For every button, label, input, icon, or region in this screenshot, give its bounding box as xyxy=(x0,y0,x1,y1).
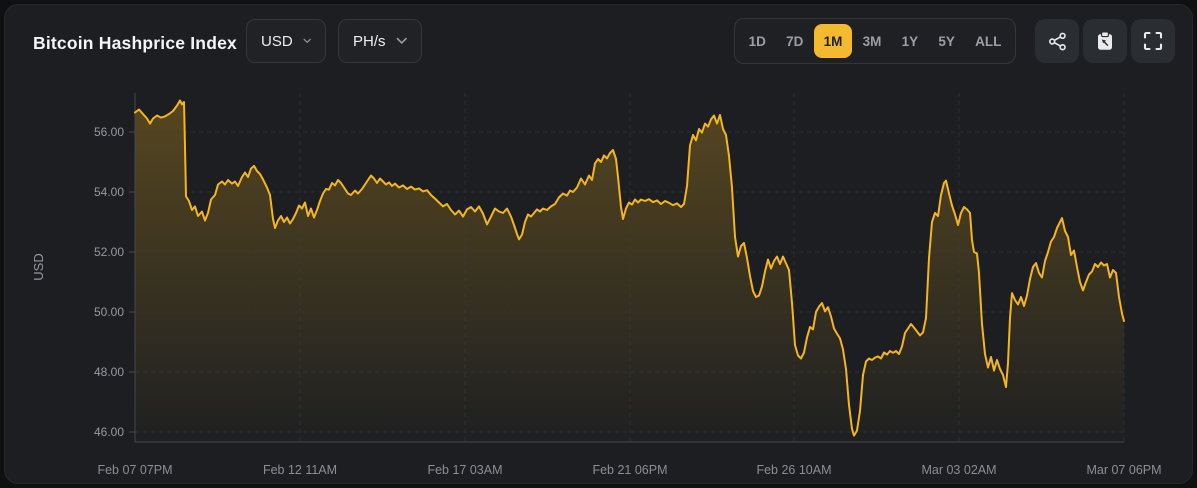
chevron-down-icon xyxy=(396,37,407,44)
y-tick-label: 48.00 xyxy=(94,365,124,379)
chevron-down-icon xyxy=(303,38,311,43)
fullscreen-icon xyxy=(1143,31,1163,51)
x-tick-label: Feb 21 06PM xyxy=(592,463,667,477)
unit-dropdown-value: PH/s xyxy=(353,32,386,50)
currency-dropdown-value: USD xyxy=(261,32,293,50)
fullscreen-button[interactable] xyxy=(1131,19,1175,63)
x-tick-label: Mar 03 02AM xyxy=(921,463,996,477)
range-button-1y[interactable]: 1Y xyxy=(892,24,928,58)
x-tick-label: Feb 26 10AM xyxy=(756,463,831,477)
y-tick-label: 50.00 xyxy=(94,305,124,319)
y-axis-title: USD xyxy=(31,253,46,280)
unit-dropdown[interactable]: PH/s xyxy=(338,19,422,63)
range-button-5y[interactable]: 5Y xyxy=(929,24,965,58)
page-title: Bitcoin Hashprice Index xyxy=(33,33,237,53)
share-icon xyxy=(1048,32,1066,50)
range-button-7d[interactable]: 7D xyxy=(777,24,814,58)
series-line xyxy=(134,99,1125,437)
range-button-3m[interactable]: 3M xyxy=(853,24,891,58)
copy-chart-button[interactable] xyxy=(1083,19,1127,63)
range-button-1m[interactable]: 1M xyxy=(814,24,852,58)
share-button[interactable] xyxy=(1035,19,1079,63)
y-tick-label: 52.00 xyxy=(94,245,124,259)
y-tick-label: 56.00 xyxy=(94,125,124,139)
x-tick-label: Feb 12 11AM xyxy=(263,463,337,477)
y-tick-label: 46.00 xyxy=(94,425,124,439)
axes xyxy=(134,93,1124,443)
x-tick-label: Feb 07 07PM xyxy=(97,463,172,477)
currency-dropdown[interactable]: USD xyxy=(246,19,326,63)
range-button-group: 1D 7D 1M 3M 1Y 5Y ALL xyxy=(734,18,1016,64)
hashprice-index-card: 56.00 54.00 52.00 50.00 48.00 46.00 Feb 07 07P… xyxy=(4,4,1193,484)
range-button-all[interactable]: ALL xyxy=(966,24,1011,58)
copy-chart-icon xyxy=(1098,30,1112,50)
y-tick-label: 54.00 xyxy=(94,185,124,199)
hashprice-chart[interactable]: 56.00 54.00 52.00 50.00 48.00 46.00 Feb 07 07P… xyxy=(5,5,1193,484)
x-tick-label: Mar 07 06PM xyxy=(1086,463,1161,477)
range-button-1d[interactable]: 1D xyxy=(739,24,776,58)
x-tick-label: Feb 17 03AM xyxy=(427,463,502,477)
